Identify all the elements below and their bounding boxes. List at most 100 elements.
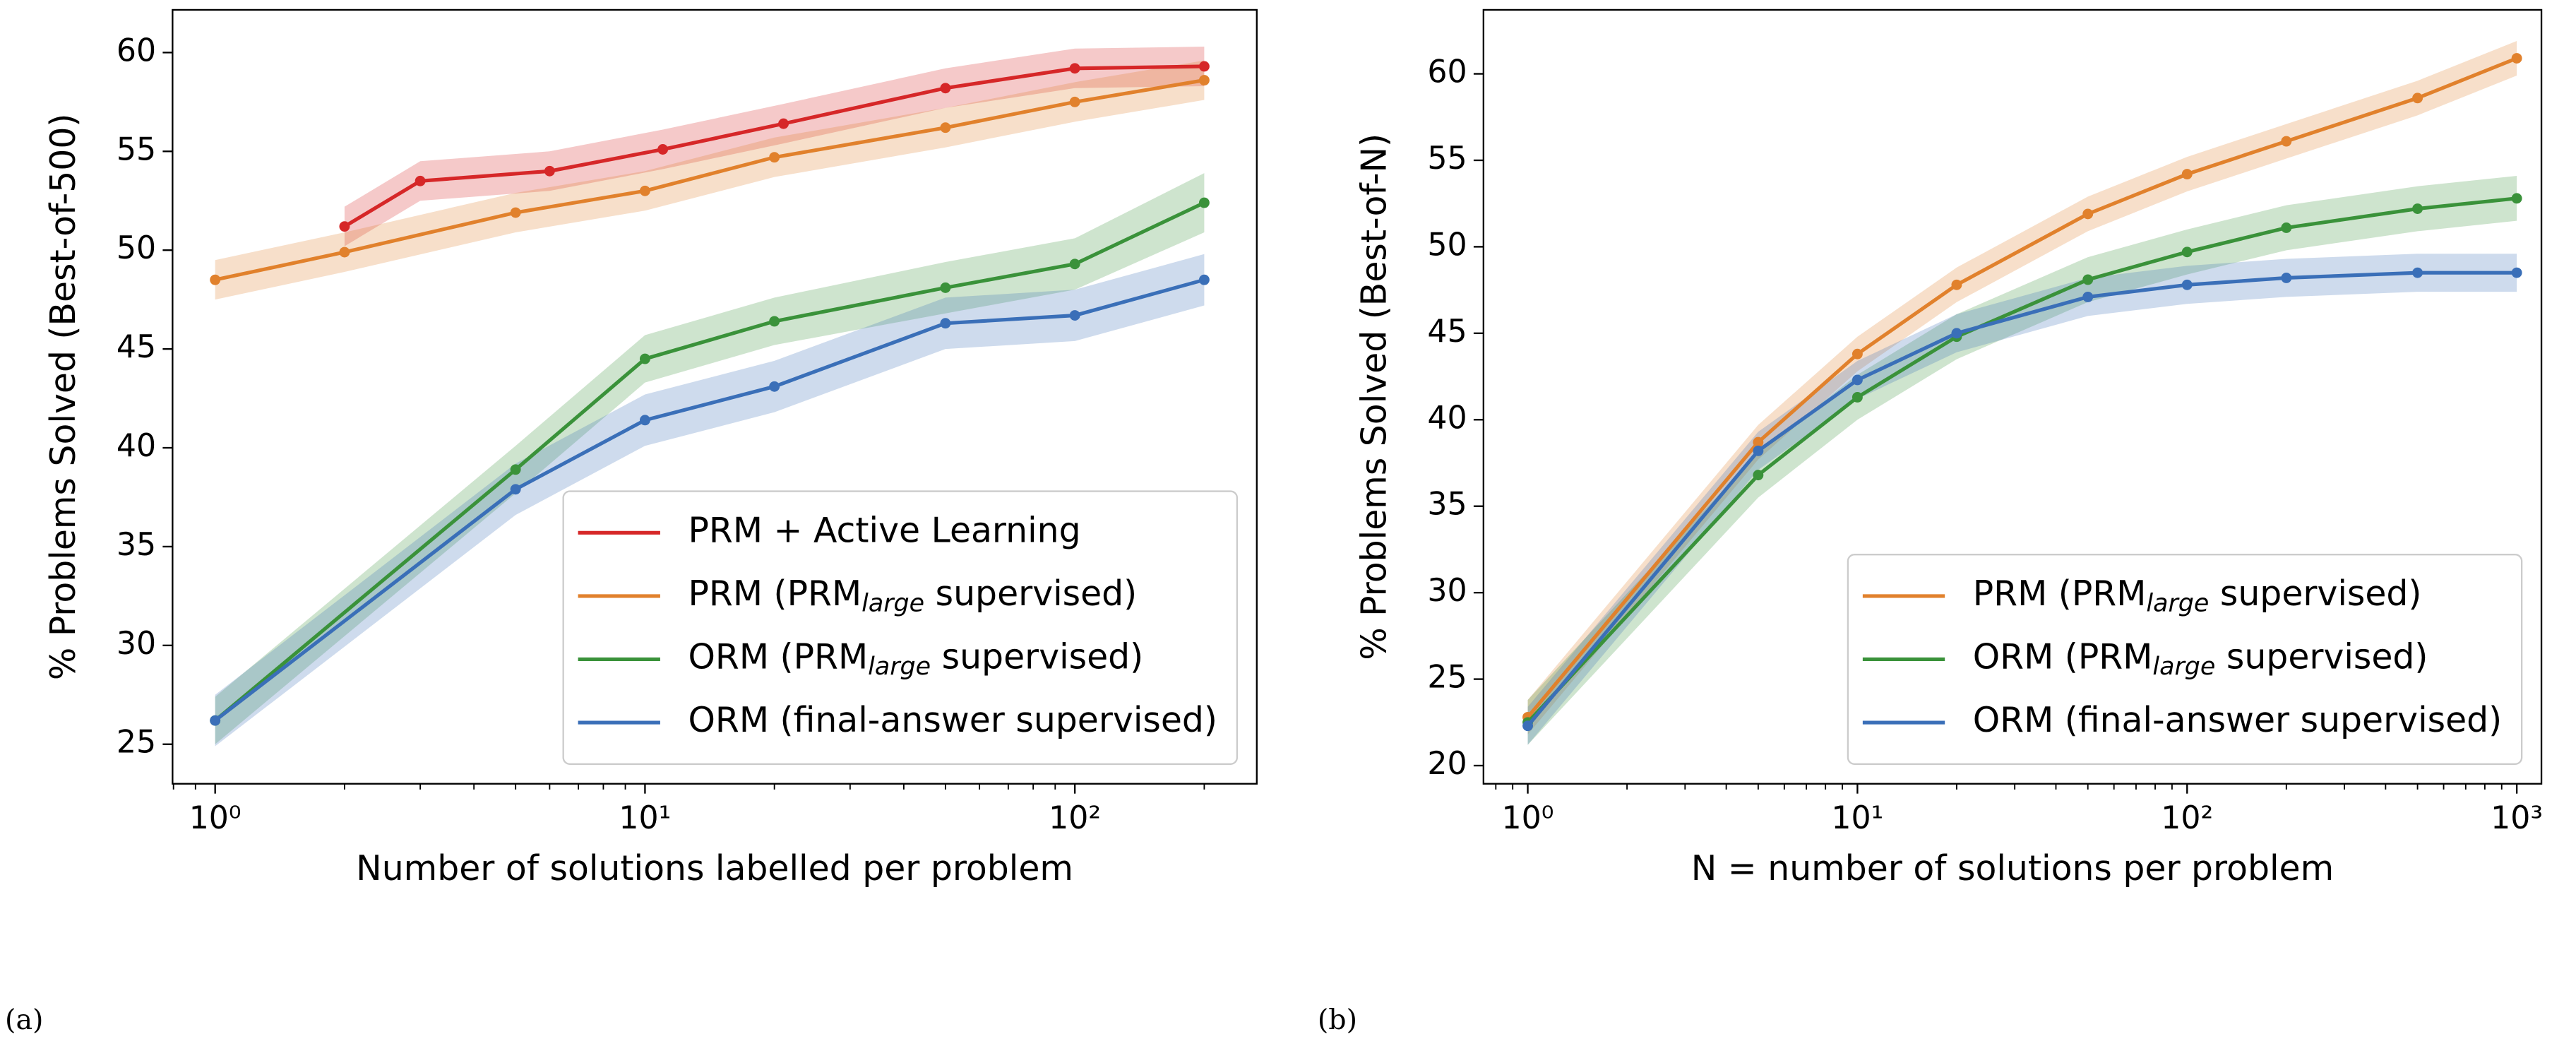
point [1753, 445, 1764, 456]
legend-label: PRM (PRMlarge supervised) [1973, 573, 2422, 618]
x-axis-label: N = number of solutions per problem [1691, 848, 2334, 888]
point [2281, 222, 2292, 233]
point [2181, 169, 2193, 180]
y-axis-label: % Problems Solved (Best-of-N) [1354, 133, 1395, 660]
point [1852, 348, 1863, 359]
legend-label: ORM (PRMlarge supervised) [688, 636, 1143, 681]
subplot: 20 25 30 35 40 45 50 55 60 10⁰ 10¹ 10² 10³ N = number… [1318, 8, 2543, 1036]
point [940, 282, 951, 293]
point [2412, 203, 2423, 214]
point [339, 246, 350, 258]
point [2281, 136, 2292, 147]
y-tick-label: 55 [117, 131, 156, 167]
y-tick-label: 20 [1427, 746, 1467, 782]
point [339, 221, 350, 232]
point [2082, 208, 2094, 220]
point [1198, 274, 1210, 285]
point [657, 144, 669, 155]
point [1852, 391, 1863, 403]
panel-label: (b) [1318, 1004, 1357, 1036]
panel-label: (a) [5, 1004, 43, 1036]
error-band [1527, 176, 2517, 745]
point [544, 165, 555, 177]
point [2082, 291, 2094, 302]
legend-frame [1847, 554, 2523, 765]
axes-frame [172, 8, 1258, 785]
subplot: 25 30 35 40 45 50 55 60 10⁰ 10¹ 10² Number of solut… [5, 8, 1258, 1036]
point [1753, 436, 1764, 448]
point [2181, 246, 2193, 258]
point [1753, 470, 1764, 481]
point [510, 464, 521, 475]
legend-label: ORM (PRMlarge supervised) [1973, 636, 2428, 681]
point [510, 207, 521, 218]
point [769, 316, 780, 327]
point [1522, 720, 1533, 732]
point [2511, 193, 2522, 204]
point [1198, 75, 1210, 86]
x-tick-label: 10¹ [619, 800, 671, 836]
point [1069, 96, 1080, 107]
error-band [215, 173, 1205, 744]
series-line [215, 78, 1205, 282]
point [1069, 310, 1080, 321]
point [510, 484, 521, 495]
point [210, 274, 221, 285]
point [778, 118, 789, 129]
point [2181, 279, 2193, 290]
series-line [343, 64, 1205, 228]
point [2281, 273, 2292, 283]
error-band [215, 60, 1205, 300]
y-tick-label: 55 [1427, 141, 1467, 177]
point [2082, 274, 2094, 285]
point [639, 353, 650, 364]
legend: PRM + Active Learning PRM (PRMlarge super… [562, 490, 1239, 765]
y-tick-label: 40 [1427, 400, 1467, 436]
error-band [1527, 41, 2517, 735]
x-tick-label: 10⁰ [1502, 800, 1554, 836]
legend-label: PRM (PRMlarge supervised) [688, 573, 1137, 618]
point [940, 122, 951, 133]
point [769, 381, 780, 392]
y-tick-label: 45 [1427, 314, 1467, 350]
y-tick-label: 30 [1427, 573, 1467, 609]
y-tick-label: 45 [117, 329, 156, 365]
legend-frame [562, 490, 1239, 765]
point [1198, 61, 1210, 72]
y-tick-label: 50 [1427, 227, 1467, 263]
x-tick-label: 10² [1049, 800, 1101, 836]
point [1951, 279, 1962, 290]
legend-label: ORM (final-answer supervised) [688, 700, 1217, 740]
error-band [1527, 254, 2517, 745]
y-axis-label: % Problems Solved (Best-of-500) [43, 114, 83, 681]
x-tick-label: 10² [2161, 800, 2213, 836]
y-tick-label: 60 [1427, 54, 1467, 90]
point [1951, 328, 1962, 339]
y-tick-label: 25 [1427, 660, 1467, 696]
legend-label: PRM + Active Learning [688, 510, 1080, 550]
y-tick-label: 60 [117, 32, 156, 69]
x-axis-label: Number of solutions labelled per problem [356, 848, 1073, 888]
x-tick-label: 10³ [2491, 800, 2543, 836]
point [940, 83, 951, 94]
x-tick-label: 10¹ [1831, 800, 1883, 836]
point [1069, 63, 1080, 74]
y-tick-label: 40 [117, 428, 156, 464]
point [415, 175, 426, 186]
x-tick-label: 10⁰ [189, 800, 242, 836]
point [639, 415, 650, 426]
point [2412, 267, 2423, 278]
point [2511, 53, 2522, 64]
y-tick-label: 30 [117, 626, 156, 662]
point [769, 152, 780, 163]
point [639, 185, 650, 196]
legend: PRM (PRMlarge supervised) ORM (PRMlarge s… [1847, 554, 2523, 765]
legend-label: ORM (final-answer supervised) [1973, 700, 2502, 740]
y-tick-label: 25 [117, 725, 156, 761]
error-band [215, 254, 1205, 747]
axes-frame [1482, 8, 2543, 785]
y-tick-label: 35 [117, 527, 156, 563]
y-tick-label: 35 [1427, 487, 1467, 523]
